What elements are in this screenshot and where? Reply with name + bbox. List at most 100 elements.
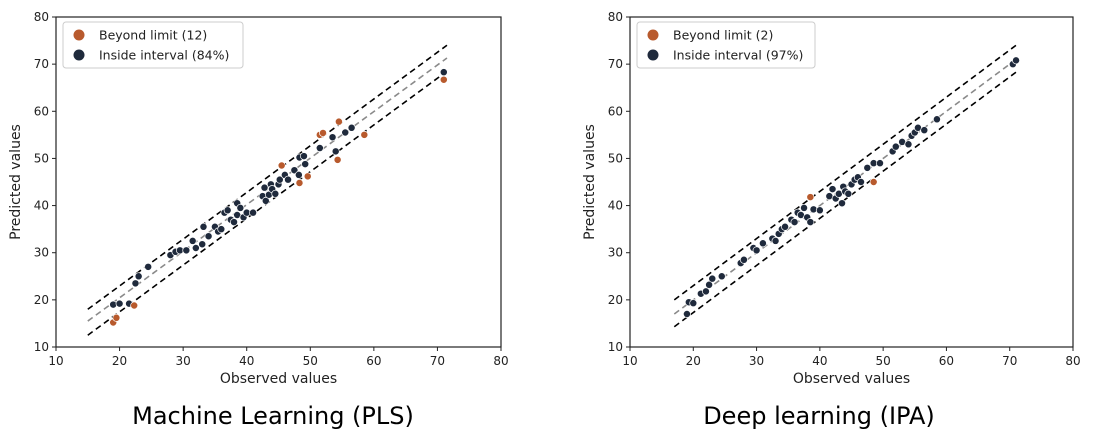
- y-tick-label: 20: [608, 293, 623, 307]
- x-tick-label: 70: [430, 354, 445, 368]
- inside-interval-point: [815, 206, 824, 215]
- x-tick-label: 50: [876, 354, 891, 368]
- inside-interval-point: [315, 144, 324, 153]
- inside-interval-point: [144, 262, 153, 271]
- inside-interval-point: [838, 199, 846, 208]
- beyond-limit-point: [277, 161, 286, 170]
- inside-interval-point: [223, 206, 232, 215]
- x-tick-label: 30: [176, 354, 191, 368]
- inside-interval-point: [131, 279, 140, 288]
- y-tick-label: 80: [608, 10, 623, 24]
- inside-interval-point: [758, 239, 767, 248]
- x-tick-label: 80: [493, 354, 508, 368]
- legend-label-inside: Inside interval (84%): [99, 48, 229, 63]
- y-tick-label: 70: [34, 57, 49, 71]
- inside-interval-point: [708, 274, 717, 283]
- beyond-limit-point: [303, 172, 312, 181]
- inside-interval-point: [260, 183, 269, 192]
- inside-interval-point: [199, 222, 208, 231]
- inside-interval-point: [876, 159, 884, 168]
- x-tick-label: 10: [622, 354, 637, 368]
- inside-interval-point: [920, 126, 929, 135]
- y-tick-label: 40: [34, 199, 49, 213]
- inside-interval-point: [182, 246, 191, 255]
- inside-interval-point: [134, 272, 143, 281]
- inside-interval-point: [284, 175, 292, 184]
- scatter-chart-ipa: 10 20 30 40 50 60 70 80 10 20 30 40 50 60 70 80 Observed…: [582, 10, 1081, 387]
- inside-interval-point: [781, 222, 789, 231]
- upper-limit-line: [673, 44, 1017, 301]
- inside-interval-point: [188, 236, 197, 245]
- scatter-chart-pls: 10 20 30 40 50 60 70 80 10 20 30 40 50 60 70 80 Observed…: [8, 10, 509, 387]
- y-tick-label: 40: [608, 199, 623, 213]
- x-tick-label: 80: [1065, 354, 1080, 368]
- x-axis-label: Observed values: [220, 371, 337, 387]
- x-tick-label: 70: [1002, 354, 1017, 368]
- inside-interval-point: [261, 196, 270, 205]
- inside-interval-point: [828, 185, 837, 194]
- x-tick-label: 10: [48, 354, 63, 368]
- legend-marker-beyond: [73, 29, 85, 41]
- inside-interval-point: [230, 218, 238, 227]
- inside-interval-point: [752, 246, 761, 255]
- inside-interval-point: [705, 280, 714, 289]
- legend-marker-inside: [73, 49, 85, 61]
- inside-interval-point: [790, 218, 799, 227]
- chart-panel-left: 10 20 30 40 50 60 70 80 10 20 30 40 50 60 70 80 Observed…: [0, 0, 546, 438]
- beyond-limit-point: [295, 178, 304, 187]
- x-tick-label: 40: [812, 354, 827, 368]
- x-tick-label: 20: [686, 354, 701, 368]
- inside-interval-point: [204, 232, 213, 241]
- inside-interval-point: [739, 255, 748, 264]
- inside-interval-point: [328, 133, 337, 142]
- y-tick-label: 20: [34, 293, 49, 307]
- inside-interval-point: [891, 142, 900, 151]
- beyond-limit-point: [869, 178, 878, 186]
- plot-frame: [55, 16, 502, 348]
- inside-interval-point: [800, 203, 808, 212]
- inside-interval-point: [717, 272, 726, 281]
- beyond-limit-point: [130, 301, 139, 310]
- x-tick-label: 20: [112, 354, 127, 368]
- legend-label-beyond: Beyond limit (12): [99, 28, 207, 43]
- inside-interval-point: [115, 299, 124, 308]
- beyond-limit-point: [112, 313, 121, 322]
- inside-interval-point: [863, 163, 872, 172]
- legend-box: [636, 21, 816, 69]
- inside-interval-point: [771, 236, 780, 245]
- inside-interval-point: [191, 244, 200, 252]
- x-tick-label: 60: [366, 354, 381, 368]
- legend-label-inside: Inside interval (97%): [673, 48, 803, 63]
- y-tick-label: 70: [608, 57, 623, 71]
- chart-panel-right: 10 20 30 40 50 60 70 80 10 20 30 40 50 60 70 80 Observed…: [546, 0, 1092, 438]
- inside-interval-point: [198, 240, 207, 249]
- inside-interval-point: [294, 170, 303, 179]
- upper-limit-line: [87, 44, 448, 310]
- chart-caption: Deep learning (IPA): [703, 402, 935, 430]
- inside-interval-point: [217, 225, 226, 234]
- inside-interval-point: [701, 287, 710, 296]
- inside-interval-point: [341, 128, 350, 137]
- beyond-limit-point: [439, 75, 448, 84]
- inside-interval-point: [1012, 56, 1020, 65]
- y-tick-label: 50: [608, 151, 623, 165]
- x-tick-label: 30: [749, 354, 764, 368]
- inside-interval-point: [439, 68, 448, 77]
- inside-interval-point: [271, 189, 280, 198]
- inside-interval-point: [275, 175, 284, 184]
- inside-interval-point: [932, 115, 941, 124]
- y-tick-label: 60: [608, 104, 623, 118]
- y-tick-label: 10: [608, 340, 623, 354]
- inside-interval-point: [347, 123, 356, 132]
- legend-marker-beyond: [647, 29, 659, 41]
- inside-interval-point: [904, 140, 913, 149]
- inside-interval-point: [844, 189, 853, 198]
- x-tick-label: 50: [303, 354, 318, 368]
- x-axis-label: Observed values: [793, 371, 910, 387]
- y-tick-label: 60: [34, 104, 49, 118]
- beyond-limit-point: [333, 155, 342, 164]
- y-axis-label: Predicted values: [8, 124, 24, 240]
- y-tick-label: 30: [34, 246, 49, 260]
- y-axis-label: Predicted values: [582, 124, 598, 240]
- inside-interval-point: [331, 147, 340, 156]
